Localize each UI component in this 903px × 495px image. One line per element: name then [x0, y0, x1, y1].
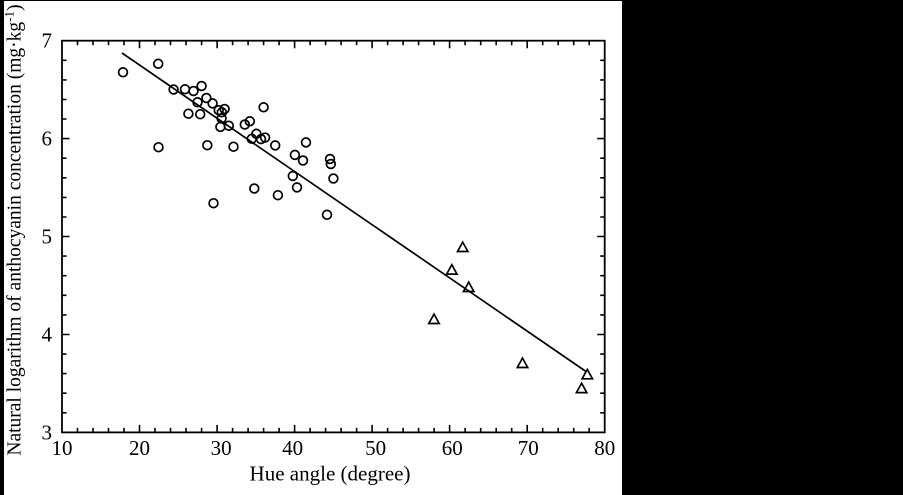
svg-text:7: 7	[42, 29, 53, 53]
svg-text:Natural logarithm of anthocyan: Natural logarithm of anthocyanin concent…	[2, 4, 26, 455]
svg-text:10: 10	[52, 436, 73, 460]
svg-text:4: 4	[42, 323, 53, 347]
svg-text:3: 3	[42, 420, 53, 444]
svg-text:50: 50	[365, 436, 386, 460]
svg-text:80: 80	[594, 436, 615, 460]
svg-text:30: 30	[211, 436, 232, 460]
svg-text:40: 40	[282, 436, 303, 460]
svg-text:70: 70	[518, 436, 539, 460]
svg-text:5: 5	[42, 225, 53, 249]
svg-text:6: 6	[42, 127, 53, 151]
svg-text:60: 60	[442, 436, 463, 460]
svg-text:20: 20	[129, 436, 150, 460]
svg-text:Hue angle (degree): Hue angle (degree)	[250, 462, 411, 486]
